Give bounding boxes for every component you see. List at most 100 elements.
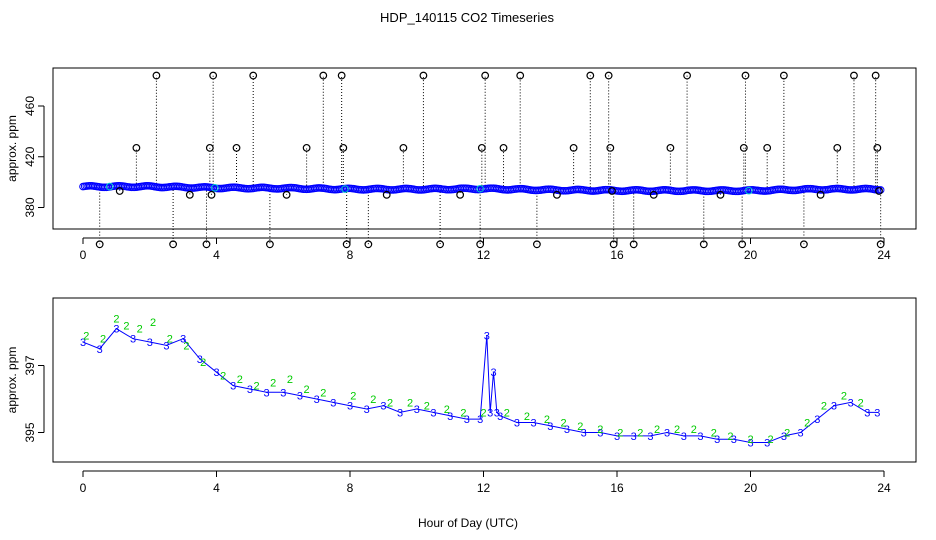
series-point: 2 xyxy=(270,377,276,389)
spike-point xyxy=(608,187,616,195)
spike-point xyxy=(586,71,595,80)
baseline-point-cyan xyxy=(745,186,753,195)
series-point: 2 xyxy=(524,411,530,423)
plot-frame xyxy=(52,67,917,230)
series-point: 3 xyxy=(781,431,787,443)
series-point: 2 xyxy=(350,391,356,403)
spike-point xyxy=(209,71,218,80)
y-tick-label: 380 xyxy=(23,197,37,217)
series-point: 3 xyxy=(97,344,103,356)
y-axis-label: approx. ppm xyxy=(5,115,19,182)
x-tick-label: 12 xyxy=(477,248,491,262)
series-point: 3 xyxy=(280,387,286,399)
series-point: 2 xyxy=(83,330,89,342)
x-tick-label: 0 xyxy=(80,248,87,262)
spike-point xyxy=(649,190,658,199)
series-point: 2 xyxy=(654,424,660,436)
series-point: 3 xyxy=(397,407,403,419)
series-point: 2 xyxy=(424,401,430,413)
spike-point xyxy=(477,143,486,152)
spike-point xyxy=(337,71,346,80)
series-point: 2 xyxy=(100,334,106,346)
series-point: 3 xyxy=(213,367,219,379)
spike-point xyxy=(456,190,465,199)
spike-point xyxy=(342,240,351,249)
series-point: 3 xyxy=(647,431,653,443)
series-point: 3 xyxy=(487,407,493,419)
series-point: 3 xyxy=(147,337,153,349)
series-point: 3 xyxy=(581,428,587,440)
x-tick-label: 20 xyxy=(744,481,758,495)
spike-point xyxy=(419,71,428,80)
chart-title: HDP_140115 CO2 Timeseries xyxy=(380,10,554,25)
series-point: 2 xyxy=(561,417,567,429)
series-point: 3 xyxy=(531,417,537,429)
y-axis-label: approx. ppm xyxy=(5,347,19,414)
spike-point xyxy=(873,143,882,152)
y-tick-label: 420 xyxy=(23,146,37,166)
series-point: 2 xyxy=(237,374,243,386)
series-point: 2 xyxy=(123,320,129,332)
spike-point xyxy=(399,143,408,152)
series-point: 3 xyxy=(347,401,353,413)
baseline-point-cyan xyxy=(211,184,219,192)
spike-point xyxy=(319,71,328,80)
series-point: 3 xyxy=(314,394,320,406)
spike-point xyxy=(604,71,613,80)
series-point: 3 xyxy=(798,428,804,440)
x-tick-label: 4 xyxy=(213,481,220,495)
baseline-point xyxy=(876,186,885,194)
series-point: 2 xyxy=(727,431,733,443)
series-point: 2 xyxy=(183,340,189,352)
series-point: 2 xyxy=(747,434,753,446)
series-line xyxy=(82,327,878,444)
spike-point xyxy=(152,71,161,80)
series-point: 3 xyxy=(874,407,880,419)
series-point: 3 xyxy=(130,334,136,346)
series-point: 2 xyxy=(637,428,643,440)
series-point: 2 xyxy=(320,387,326,399)
spike-point xyxy=(202,240,211,249)
series-point: 3 xyxy=(464,414,470,426)
series-point: 3 xyxy=(681,431,687,443)
series-point: 3 xyxy=(597,428,603,440)
plot-frame xyxy=(52,297,917,463)
series-point: 2 xyxy=(617,428,623,440)
x-axis-label: Hour of Day (UTC) xyxy=(418,516,518,530)
spike-point xyxy=(699,240,708,249)
x-tick-label: 16 xyxy=(610,248,624,262)
series-point: 2 xyxy=(480,407,486,419)
series-point: 3 xyxy=(330,397,336,409)
series-point: 2 xyxy=(253,381,259,393)
series-point: 3 xyxy=(364,404,370,416)
series-point: 2 xyxy=(304,384,310,396)
spike-point xyxy=(132,143,141,152)
series-point: 3 xyxy=(864,407,870,419)
series-point: 3 xyxy=(163,340,169,352)
series-point: 3 xyxy=(484,330,490,342)
series-point: 2 xyxy=(858,397,864,409)
series-point: 3 xyxy=(477,414,483,426)
series-point: 2 xyxy=(804,417,810,429)
x-tick-label: 24 xyxy=(877,248,891,262)
series-point: 2 xyxy=(767,434,773,446)
series-point: 2 xyxy=(711,428,717,440)
spike-point xyxy=(763,143,772,152)
spike-point xyxy=(185,190,194,199)
series-point: 2 xyxy=(821,401,827,413)
spike-point xyxy=(364,240,373,249)
series-point: 2 xyxy=(460,407,466,419)
series-point: 3 xyxy=(430,407,436,419)
series-point: 3 xyxy=(614,431,620,443)
spike-point xyxy=(282,190,291,199)
series-point: 2 xyxy=(691,424,697,436)
series-point: 2 xyxy=(287,374,293,386)
series-point: 3 xyxy=(547,421,553,433)
series-point: 3 xyxy=(197,354,203,366)
spike-point xyxy=(302,143,311,152)
spike-point xyxy=(476,240,485,249)
spike-point xyxy=(875,187,883,195)
series-point: 3 xyxy=(814,414,820,426)
